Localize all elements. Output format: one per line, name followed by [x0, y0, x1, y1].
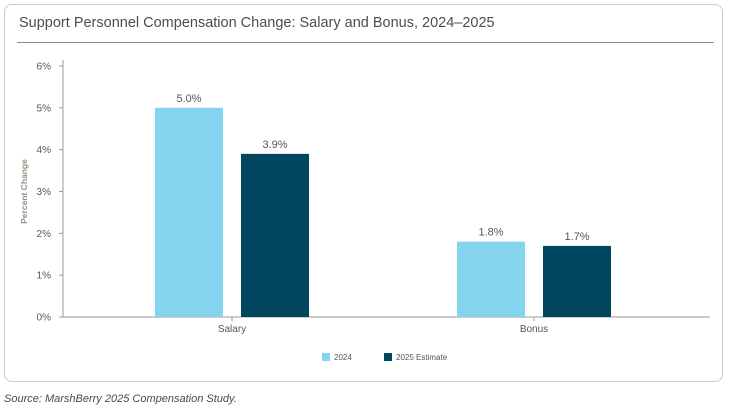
- x-tick-label: Salary: [218, 324, 246, 335]
- y-tick-label: 1%: [37, 271, 52, 282]
- data-label: 5.0%: [176, 93, 201, 105]
- title-divider: [17, 42, 714, 43]
- bar: [241, 153, 309, 317]
- legend-label: 2025 Estimate: [396, 353, 448, 362]
- bar: [457, 241, 525, 317]
- legend-label: 2024: [334, 353, 352, 362]
- bar-chart: 0% 1% 2% 3% 4% 5% 6% Percent Change 5.0% 3.9% Sala…: [19, 60, 710, 362]
- chart-card: Support Personnel Compensation Change: S…: [4, 4, 723, 382]
- x-tick-label: Bonus: [520, 324, 548, 335]
- source-note: Source: MarshBerry 2025 Compensation Stu…: [4, 393, 237, 405]
- legend-swatch: [384, 353, 392, 361]
- y-tick-label: 5%: [37, 103, 52, 114]
- y-tick-label: 6%: [37, 62, 52, 73]
- bar: [543, 245, 611, 317]
- y-tick-label: 2%: [37, 229, 52, 240]
- data-label: 3.9%: [262, 139, 287, 151]
- y-axis-label: Percent Change: [19, 159, 29, 224]
- y-tick-label: 3%: [37, 187, 52, 198]
- y-tick-label: 0%: [37, 313, 52, 324]
- data-label: 1.7%: [564, 231, 589, 243]
- y-tick-label: 4%: [37, 145, 52, 156]
- chart-title: Support Personnel Compensation Change: S…: [19, 15, 495, 31]
- legend-swatch: [322, 353, 330, 361]
- data-label: 1.8%: [478, 227, 503, 239]
- bar: [155, 107, 223, 317]
